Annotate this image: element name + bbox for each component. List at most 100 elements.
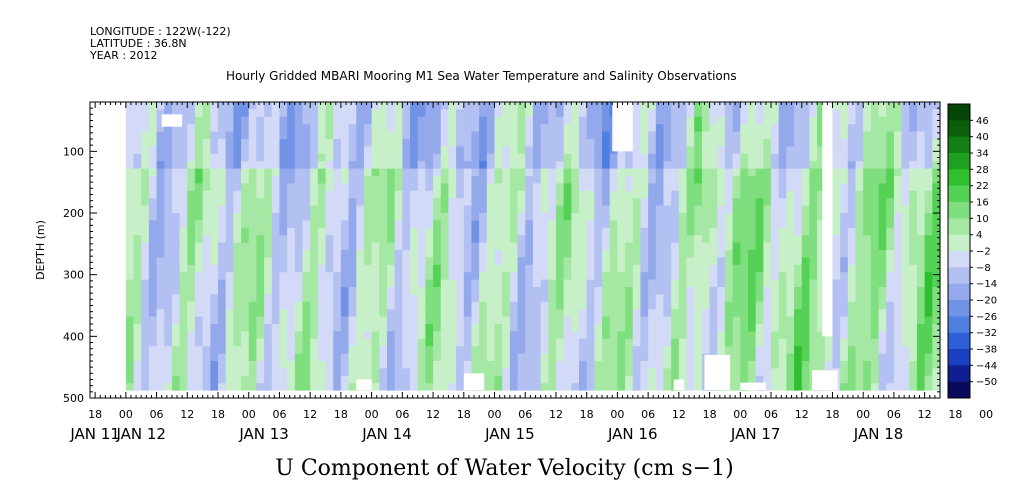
heatmap-cell [256,190,265,199]
heatmap-cell [402,153,411,162]
heatmap-cell [655,235,665,244]
heatmap-cell [594,353,603,362]
x-hour-label: 06 [150,408,164,421]
heatmap-cell [563,383,572,391]
heatmap-cell [586,383,595,391]
heatmap-cell [202,235,211,244]
heatmap-cell [594,250,603,258]
heatmap-cell [916,161,926,170]
heatmap-cell [640,272,649,281]
x-hour-label: 18 [211,408,225,421]
heatmap-cell [755,190,764,199]
heatmap-cell [371,338,380,347]
heatmap-cell [279,383,288,391]
heatmap-cell [333,287,342,295]
heatmap-cell [648,368,657,377]
heatmap-cell [486,161,496,170]
heatmap-cell [840,353,849,362]
heatmap-cell [586,287,595,295]
heatmap-cell [632,146,642,155]
heatmap-cell [579,361,588,369]
heatmap-cell [755,161,764,170]
heatmap-cell [701,227,711,236]
heatmap-cell [924,205,933,214]
heatmap-cell [202,109,211,118]
heatmap-cell [494,316,503,325]
heatmap-cell [440,227,450,236]
heatmap-cell [771,242,780,251]
heatmap-cell [194,183,204,192]
heatmap-cell [133,264,142,273]
heatmap-cell [279,309,288,318]
heatmap-cell [433,205,442,214]
heatmap-cell [840,227,849,236]
heatmap-cell [548,235,557,244]
heatmap-cell [218,375,227,384]
heatmap-cell [563,316,572,325]
heatmap-cell [310,235,319,244]
heatmap-cell [287,139,296,147]
heatmap-cell [317,198,327,207]
heatmap-cell [502,139,511,147]
heatmap-cell [709,287,718,295]
heatmap-cell [609,168,619,177]
heatmap-cell [532,235,542,244]
colorbar-swatch [948,316,970,333]
heatmap-cell [456,294,465,303]
heatmap-cell [870,153,880,162]
heatmap-cell [632,227,642,236]
heatmap-cell [855,124,864,133]
heatmap-cell [694,368,703,377]
heatmap-cell [279,257,288,266]
heatmap-cell [448,361,457,369]
heatmap-cell [701,161,711,170]
heatmap-cell [847,198,857,207]
heatmap-cell [532,338,542,347]
heatmap-cell [179,205,188,214]
heatmap-cell [701,338,711,347]
heatmap-cell [248,205,258,214]
heatmap-cell [325,235,334,244]
heatmap-cell [602,375,611,384]
heatmap-cell [924,301,933,310]
heatmap-cell [579,375,588,384]
heatmap-cell [386,301,396,310]
heatmap-cell [210,213,219,221]
heatmap-cell [471,109,480,118]
heatmap-cell [916,109,926,118]
heatmap-cell [609,368,619,377]
heatmap-cell [310,257,319,266]
heatmap-cell [425,272,434,281]
heatmap-cell [287,124,296,133]
heatmap-cell [479,205,488,214]
heatmap-cell [325,153,334,162]
heatmap-cell [125,124,135,133]
heatmap-cell [486,353,496,362]
heatmap-cell [433,279,442,288]
heatmap-cell [878,272,887,281]
heatmap-cell [133,294,142,303]
heatmap-cell [794,361,803,369]
heatmap-cell [540,109,549,118]
heatmap-cell [218,198,227,207]
heatmap-cell [594,272,603,281]
heatmap-cell [909,109,918,118]
x-day-label: JAN 12 [115,425,166,443]
heatmap-cell [655,190,665,199]
heatmap-cell [363,198,373,207]
heatmap-cell [463,257,473,266]
heatmap-cell [840,250,849,258]
heatmap-cell [840,235,849,244]
heatmap-cell [179,146,188,155]
heatmap-cell [901,109,910,118]
heatmap-cell [709,301,718,310]
x-hour-label: 00 [365,408,379,421]
heatmap-cell [886,124,895,133]
heatmap-cell [233,346,242,355]
heatmap-cell [279,205,288,214]
heatmap-cell [901,205,910,214]
heatmap-cell [340,250,350,258]
heatmap-cell [248,375,258,384]
heatmap-cell [471,139,480,147]
heatmap-cell [555,176,565,184]
